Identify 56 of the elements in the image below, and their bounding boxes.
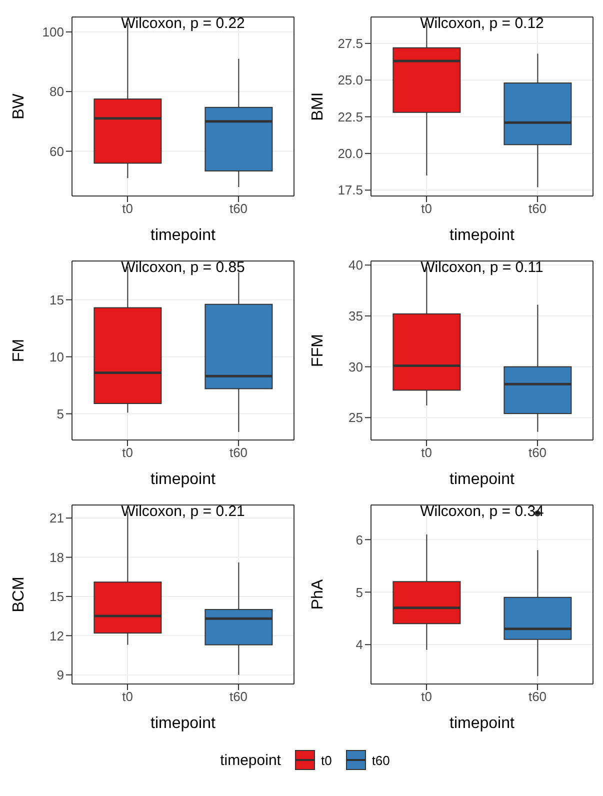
x-axis-title: timepoint (150, 715, 216, 732)
y-tick-label: 25.0 (338, 72, 363, 88)
legend-label: t0 (320, 752, 332, 768)
x-tick-label: t0 (421, 201, 432, 216)
x-tick-label: t60 (528, 445, 547, 460)
y-tick-label: 21 (50, 510, 64, 526)
y-axis-title: PhA (310, 579, 327, 610)
y-tick-label: 100 (42, 24, 64, 40)
x-tick-label: t60 (229, 689, 248, 704)
y-tick-label: 5 (56, 406, 64, 422)
y-tick-label: 80 (50, 84, 64, 100)
x-tick-label: t60 (229, 445, 248, 460)
x-tick-label: t0 (122, 445, 133, 460)
x-tick-label: t0 (421, 445, 432, 460)
annotation: Wilcoxon, p = 0.85 (120, 259, 246, 276)
y-tick-label: 5 (356, 584, 363, 600)
x-axis-title: timepoint (450, 471, 516, 488)
y-tick-label: 35 (348, 308, 363, 324)
x-axis-title: timepoint (450, 715, 516, 732)
y-axis-title: BCM (10, 576, 28, 612)
annotation: Wilcoxon, p = 0.21 (120, 503, 246, 520)
x-tick-label: t60 (528, 689, 547, 704)
y-tick-label: 30 (348, 359, 363, 374)
y-tick-label: 18 (50, 550, 64, 565)
y-tick-label: 4 (356, 637, 363, 652)
y-tick-label: 12 (50, 628, 64, 644)
x-axis-title: timepoint (150, 227, 216, 244)
y-tick-label: 15 (50, 292, 64, 308)
y-axis-title: BMI (310, 92, 327, 121)
y-tick-label: 9 (56, 667, 64, 682)
y-tick-label: 60 (50, 144, 64, 159)
x-tick-label: t0 (421, 689, 432, 704)
x-axis-title: timepoint (150, 471, 216, 488)
annotation: Wilcoxon, p = 0.22 (120, 15, 246, 32)
y-axis-title: BW (10, 92, 28, 120)
y-tick-label: 20.0 (338, 146, 363, 162)
x-axis-title: timepoint (450, 227, 516, 244)
x-tick-label: t60 (528, 201, 547, 216)
y-axis-title: FFM (310, 334, 327, 367)
legend-label: t60 (372, 752, 390, 768)
y-tick-label: 27.5 (338, 36, 363, 52)
y-tick-label: 25 (348, 410, 363, 426)
y-tick-label: 15 (50, 589, 64, 604)
x-tick-label: t60 (229, 201, 248, 216)
x-tick-label: t0 (122, 689, 133, 704)
y-tick-label: 10 (50, 349, 64, 364)
y-tick-label: 40 (348, 258, 363, 273)
y-tick-label: 22.5 (338, 109, 363, 124)
annotation: Wilcoxon, p = 0.34 (419, 503, 545, 520)
y-tick-label: 17.5 (338, 182, 363, 198)
annotation: Wilcoxon, p = 0.11 (420, 259, 544, 276)
y-tick-label: 6 (356, 532, 363, 548)
legend-title: timepoint (220, 752, 281, 768)
annotation: Wilcoxon, p = 0.12 (419, 15, 545, 32)
y-axis-title: FM (10, 338, 28, 362)
x-tick-label: t0 (122, 201, 133, 216)
